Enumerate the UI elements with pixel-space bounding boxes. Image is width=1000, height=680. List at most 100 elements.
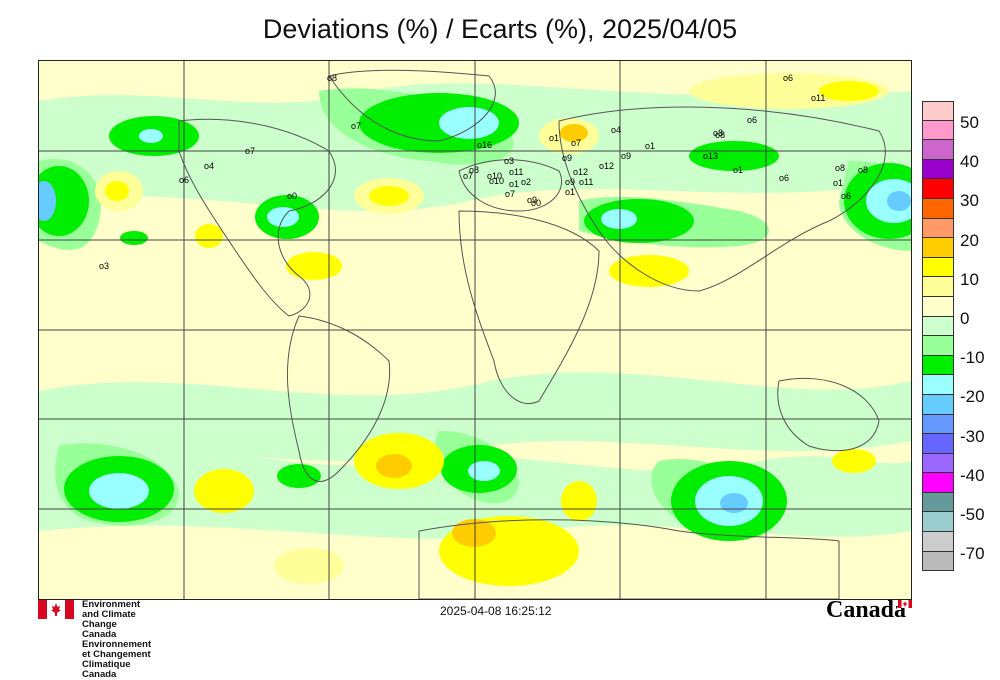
legend-swatch [922, 375, 954, 395]
station-label: o9 [527, 195, 537, 205]
station-label: o1 [733, 165, 743, 175]
neg-alaska-center [139, 129, 163, 143]
pos-arctic-core [819, 81, 879, 101]
legend-label: -40 [960, 465, 985, 485]
legend-label: 50 [960, 113, 979, 132]
canada-flag-icon [38, 600, 74, 619]
canada-wordmark-text: Canada [826, 597, 907, 623]
legend-swatch [922, 492, 954, 513]
legend-label: -10 [960, 348, 985, 368]
neg-asia-center [601, 209, 637, 229]
station-label: o1 [645, 141, 655, 151]
legend-label: 20 [960, 230, 979, 250]
station-label: o7 [505, 189, 515, 199]
station-label: o2 [521, 177, 531, 187]
europe [458, 159, 562, 212]
pos-south-pacific [194, 469, 254, 513]
color-legend [922, 101, 954, 572]
station-label: o1 [549, 133, 559, 143]
station-label: o6 [179, 175, 189, 185]
africa [458, 210, 600, 405]
map-title: Deviations (%) / Ecarts (%), 2025/04/05 [262, 14, 738, 44]
station-label: o4 [611, 125, 621, 135]
south-america [286, 315, 391, 482]
station-label: o6 [841, 191, 851, 201]
legend-swatch [922, 218, 954, 239]
station-label: o9 [565, 177, 575, 187]
legend-label: 30 [960, 191, 979, 211]
station-label: o1 [565, 187, 575, 197]
station-label: o11 [509, 167, 523, 177]
legend-swatch [922, 140, 954, 160]
graticule [39, 61, 911, 599]
pos-southern-ocean [274, 548, 344, 584]
neg-eastpacific-center [887, 191, 911, 211]
station-label: o9 [621, 151, 631, 161]
legend-label: -20 [960, 387, 985, 407]
canada-wordmark: Canada [826, 597, 912, 624]
station-label: o8 [835, 163, 845, 173]
legend-swatch [922, 532, 954, 552]
neg-siberia-core [689, 141, 779, 171]
neg-southatlantic-center [468, 461, 500, 481]
neg-southpacific-center [89, 473, 149, 509]
legend-label: -70 [960, 544, 985, 564]
neg-pacific-small [120, 231, 148, 245]
legend-swatch [922, 414, 954, 435]
station-label: o11 [579, 177, 593, 187]
legend-swatch [922, 120, 954, 141]
station-label: o7 [571, 138, 581, 148]
legend-swatch [922, 551, 954, 572]
pos-north-pacific-core [105, 181, 129, 201]
legend-swatch [922, 257, 954, 278]
legend-swatch [922, 512, 954, 533]
antarctica [418, 519, 840, 599]
station-label: o7 [351, 121, 361, 131]
pos-south-indian [561, 481, 597, 521]
pos-antarctic-core [452, 519, 496, 547]
station-label: o4 [204, 161, 214, 171]
pos-caribbean [286, 252, 342, 280]
station-label: o12 [573, 167, 588, 177]
legend-swatch [922, 198, 954, 219]
legend-swatch [922, 316, 954, 337]
neg-greenland-center [439, 107, 499, 139]
legend-swatch [922, 159, 954, 180]
pos-russia-core [560, 124, 588, 142]
legend-label: 0 [960, 309, 970, 328]
pos-pacific-small [195, 224, 223, 248]
pos-atlantic-core [369, 186, 409, 206]
station-label: o9 [562, 153, 572, 163]
wordmark-flag-icon [898, 600, 912, 608]
station-label: o8 [713, 128, 723, 138]
legend-label: -50 [960, 505, 985, 524]
pos-south-atlantic-core [376, 454, 412, 478]
station-label: o3 [99, 261, 109, 271]
neg-westpacific-core [39, 166, 89, 236]
station-label: o8 [469, 165, 479, 175]
neg-southamerica-core [277, 464, 321, 488]
station-label: o11 [811, 93, 825, 103]
station-label: o12 [599, 161, 614, 171]
legend-swatch [922, 277, 954, 297]
station-label: o6 [747, 115, 757, 125]
legend-swatch [922, 238, 954, 258]
station-label: o6 [783, 73, 793, 83]
station-label: o7 [463, 171, 473, 181]
legend-swatch [922, 101, 954, 121]
legend-swatch [922, 296, 954, 317]
legend-swatch [922, 336, 954, 356]
station-label: o8 [715, 130, 725, 140]
neg-southindian-center [720, 493, 748, 513]
station-label: o3 [504, 156, 514, 166]
agency-name: Environment and Climate Change Canada En… [82, 600, 151, 680]
legend-swatch [922, 434, 954, 454]
agency-name-en: Environment and Climate Change Canada [82, 599, 141, 640]
station-label: o8 [858, 165, 868, 175]
station-label: o0 [287, 191, 297, 201]
deviation-map: o8 o7 o4 o6 o7 o0 o3 o16 o8 o7 o10 o11 o3 o9 o1 o4 o7 o8 o… [38, 60, 912, 600]
pos-tasman [832, 449, 876, 473]
generation-timestamp: 2025-04-08 16:25:12 [440, 604, 552, 618]
legend-swatch [922, 473, 954, 493]
